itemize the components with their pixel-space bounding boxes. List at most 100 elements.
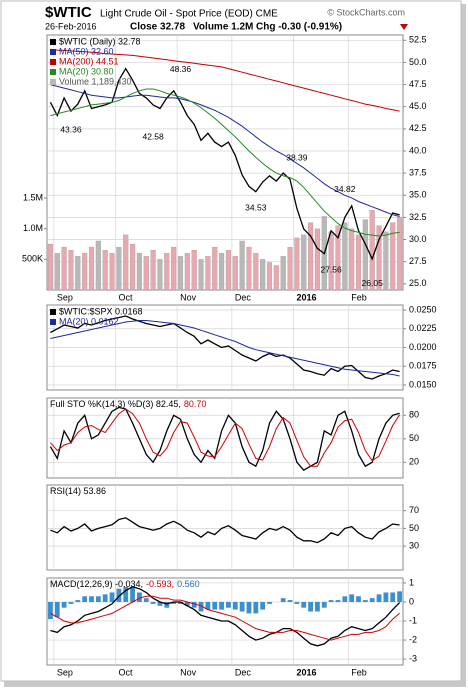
x-tick-label: Feb (351, 667, 367, 677)
histogram-bar (356, 596, 361, 602)
histogram-bar (212, 601, 218, 610)
annotation: 42.58 (142, 131, 164, 141)
x-tick-label: Nov (180, 667, 197, 677)
volume-bar (301, 234, 307, 291)
histogram-bar (137, 592, 142, 602)
y-tick-label: 50 (409, 523, 419, 533)
volume-bar (82, 253, 88, 291)
y-tick-label: 52.5 (409, 35, 427, 45)
x-tick-label: Feb (351, 292, 367, 302)
legend-swatch (50, 79, 56, 85)
histogram-bar (253, 601, 259, 614)
annotation: 34.82 (334, 184, 356, 194)
y-tick-label: 47.5 (409, 79, 427, 89)
legend-entry: MA(200) 44.51 (59, 56, 119, 66)
close: Close 32.78 (130, 22, 185, 33)
histogram-bar (369, 598, 375, 602)
histogram-bar (246, 601, 252, 614)
volume-bar (225, 250, 231, 291)
histogram-bar (342, 596, 348, 602)
volume: Volume 1.2M (193, 22, 253, 33)
series-line (50, 320, 400, 377)
legend-part: Full STO %K(14,3) %D(3) 82.45, (50, 399, 181, 409)
histogram-bar (335, 600, 341, 602)
legend-entry: $WTIC (Daily) 32.78 (59, 36, 141, 46)
volume-bar (266, 262, 273, 291)
series-line (50, 84, 400, 217)
volume-bar (314, 228, 320, 291)
histogram-bar (164, 601, 170, 608)
series-line (49, 406, 400, 472)
volume-bar (47, 243, 53, 291)
volume-bar (280, 256, 286, 291)
histogram-bar (315, 601, 320, 612)
histogram-bar (68, 601, 74, 604)
y-tick-label: 27.5 (409, 256, 427, 266)
histogram-bar (143, 598, 149, 602)
legend-entry: MA(20) 0.0162 (59, 316, 119, 326)
histogram-bar (171, 601, 177, 604)
volume-bar (157, 259, 163, 291)
down-arrow (400, 24, 408, 30)
y-tick-label: 30.0 (409, 234, 427, 244)
y-tick-label: 80 (409, 410, 419, 420)
histogram-bar (219, 601, 224, 610)
legend-part: RSI(14) 53.86 (50, 486, 106, 496)
volume-bar (68, 250, 74, 291)
histogram-bar (191, 601, 197, 608)
y-tick-label: 50.0 (409, 57, 427, 67)
volume-bar (369, 210, 375, 291)
histogram-bar (328, 600, 334, 602)
y-tick-label: 0.0250 (409, 304, 437, 314)
histogram-bar (89, 596, 94, 602)
volume-bar (130, 243, 136, 291)
histogram-bar (75, 600, 81, 602)
volume-bar (116, 246, 122, 291)
volume-bar (212, 246, 218, 291)
y-tick-label: 0.0225 (409, 323, 437, 333)
volume-bar (362, 219, 368, 291)
legend-entry: $WTIC:$SPX 0.0168 (59, 306, 143, 316)
legend-entry: MA(50) 32.60 (59, 46, 114, 56)
x-tick-label: Nov (180, 292, 197, 302)
series-line (50, 88, 400, 237)
histogram-bar (294, 601, 300, 604)
volume-bar (95, 240, 101, 291)
histogram-bar (308, 601, 313, 612)
volume-bar (294, 237, 300, 291)
histogram-bar (130, 586, 135, 602)
volume-tick-label: 1.5M (23, 192, 43, 202)
volume-bar (88, 246, 95, 291)
legend: Full STO %K(14,3) %D(3) 82.45, 80.70 (50, 399, 206, 409)
volume-bar (328, 231, 334, 291)
volume-bar (232, 256, 238, 291)
volume-bar (205, 256, 211, 291)
legend-entry: Volume 1,189,430 (59, 76, 132, 86)
histogram-bar (349, 594, 355, 602)
legend-part: 0.560 (177, 579, 200, 589)
histogram-bar (383, 592, 389, 602)
y-tick-label: 40.0 (409, 145, 427, 155)
y-tick-label: -1 (409, 615, 417, 625)
histogram-bar (301, 601, 307, 608)
histogram-bar (184, 601, 190, 606)
volume-bar (349, 228, 355, 291)
volume-bar (198, 259, 204, 291)
volume-bar (61, 246, 67, 291)
histogram-bar (239, 601, 245, 612)
histogram-bar (54, 601, 60, 618)
y-tick-label: 42.5 (409, 123, 427, 133)
copyright: © StockCharts.com (327, 7, 405, 17)
histogram-bar (198, 601, 204, 612)
y-tick-label: 35.0 (409, 190, 427, 200)
volume-bar (253, 253, 259, 291)
y-tick-label: 25.0 (409, 278, 427, 288)
y-tick-label: -3 (409, 653, 417, 663)
volume-bar (390, 222, 396, 291)
legend-swatch (50, 49, 56, 55)
annotation: 43.36 (60, 124, 82, 134)
histogram-bar (376, 594, 382, 602)
series-line (50, 517, 400, 544)
histogram-bar (321, 601, 327, 608)
series-line (50, 586, 401, 647)
